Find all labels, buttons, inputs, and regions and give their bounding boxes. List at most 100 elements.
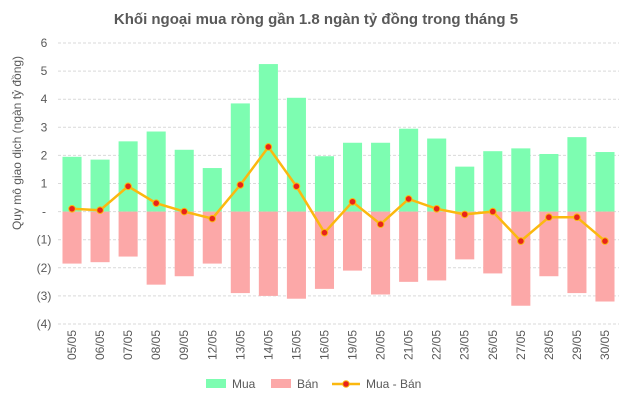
x-tick-label: 13/05 — [233, 330, 247, 360]
bar-ban — [342, 211, 363, 271]
x-tick-label: 06/05 — [93, 330, 107, 360]
bar-mua — [539, 153, 559, 212]
bar-ban — [174, 211, 194, 277]
net-point — [152, 199, 160, 207]
bar-ban — [427, 211, 447, 281]
bar-ban — [258, 211, 278, 296]
x-tick-label: 26/05 — [486, 330, 500, 360]
net-point — [517, 237, 525, 245]
net-point — [460, 210, 469, 219]
bars — [62, 64, 615, 306]
net-point — [180, 207, 189, 216]
chart-title: Khối ngoại mua ròng gần 1.8 ngàn tỷ đồng… — [114, 11, 518, 28]
y-tick-label: - — [42, 205, 46, 219]
bar-ban — [62, 211, 82, 264]
bar-mua — [286, 97, 306, 212]
bar-ban — [511, 211, 531, 306]
bar-ban — [539, 211, 559, 277]
net-point — [348, 197, 357, 206]
x-tick-label: 27/05 — [514, 330, 528, 360]
bar-ban — [483, 211, 503, 274]
net-point — [601, 237, 609, 245]
bar-mua — [371, 142, 391, 212]
bar-mua — [230, 103, 250, 212]
legend: Mua Bán Mua - Bán — [206, 377, 421, 391]
legend-label: Mua — [232, 377, 256, 391]
x-tick-label: 07/05 — [121, 330, 135, 360]
net-point — [320, 228, 329, 237]
grid-lines — [58, 42, 619, 325]
x-tick-label: 29/05 — [570, 330, 584, 360]
net-point — [404, 195, 413, 203]
bar-mua — [399, 128, 419, 212]
legend-swatch — [271, 379, 291, 388]
net-point — [208, 214, 217, 223]
net-point — [488, 207, 497, 216]
net-point — [545, 213, 553, 222]
bar-mua — [62, 156, 82, 212]
net-point — [432, 204, 441, 213]
y-tick-label: (2) — [37, 261, 52, 275]
bar-mua — [483, 151, 503, 212]
bar-mua — [314, 156, 335, 212]
y-tick-label: 6 — [41, 36, 48, 50]
bar-mua — [146, 131, 166, 212]
y-axis-label: Quy mô giao dịch (ngàn tỷ đồng) — [10, 56, 24, 230]
net-point — [292, 182, 301, 191]
legend-label: Bán — [297, 377, 318, 391]
x-tick-label: 21/05 — [402, 330, 416, 360]
x-tick-label: 15/05 — [289, 330, 303, 360]
y-tick-label: (3) — [37, 289, 52, 303]
x-tick-label: 05/05 — [65, 330, 79, 360]
bar-mua — [342, 142, 363, 212]
bar-ban — [90, 211, 110, 263]
legend-marker — [342, 380, 350, 388]
y-tick-label: 2 — [41, 148, 48, 162]
x-tick-label: 19/05 — [346, 330, 360, 360]
bar-ban — [371, 211, 391, 295]
bar-mua — [174, 149, 194, 212]
net-point — [376, 220, 385, 229]
y-tick-label: 5 — [41, 64, 48, 78]
net-line-path — [71, 144, 606, 243]
net-point — [68, 204, 76, 213]
x-tick-label: 23/05 — [458, 330, 472, 360]
x-tick-labels: 05/05 06/05 07/05 08/05 09/05 12/05 13/05 14/05… — [65, 330, 612, 360]
x-tick-label: 20/05 — [374, 330, 388, 360]
bar-ban — [146, 211, 166, 285]
x-tick-label: 14/05 — [261, 330, 275, 360]
net-line — [68, 143, 609, 245]
x-tick-label: 22/05 — [430, 330, 444, 360]
bar-mua — [595, 152, 615, 212]
bar-mua — [567, 137, 587, 212]
net-point — [236, 181, 245, 189]
x-tick-label: 09/05 — [177, 330, 191, 360]
legend-label: Mua - Bán — [366, 377, 421, 391]
bar-ban — [118, 211, 138, 257]
bar-mua — [455, 166, 475, 212]
bar-ban — [595, 211, 615, 302]
net-point — [124, 182, 132, 191]
y-tick-label: (4) — [37, 317, 52, 331]
x-tick-label: 30/05 — [598, 330, 612, 360]
net-point — [264, 143, 273, 151]
x-tick-label: 08/05 — [149, 330, 163, 360]
bar-ban — [230, 211, 250, 294]
bar-ban — [399, 211, 419, 282]
bar-mua — [90, 159, 110, 212]
net-point — [573, 213, 581, 222]
y-tick-label: 4 — [41, 92, 48, 106]
bar-mua — [427, 138, 447, 212]
y-tick-labels: 6 5 4 3 2 1 - (1) (2) (3) (4) — [37, 36, 52, 331]
y-tick-label: 1 — [41, 177, 48, 191]
bar-mua — [118, 141, 138, 212]
x-tick-label: 16/05 — [317, 330, 331, 360]
y-tick-label: (1) — [37, 233, 52, 247]
legend-swatch — [206, 379, 226, 388]
net-point — [96, 206, 104, 214]
bar-ban — [314, 211, 335, 289]
bar-ban — [202, 211, 222, 264]
bar-mua — [511, 148, 531, 212]
